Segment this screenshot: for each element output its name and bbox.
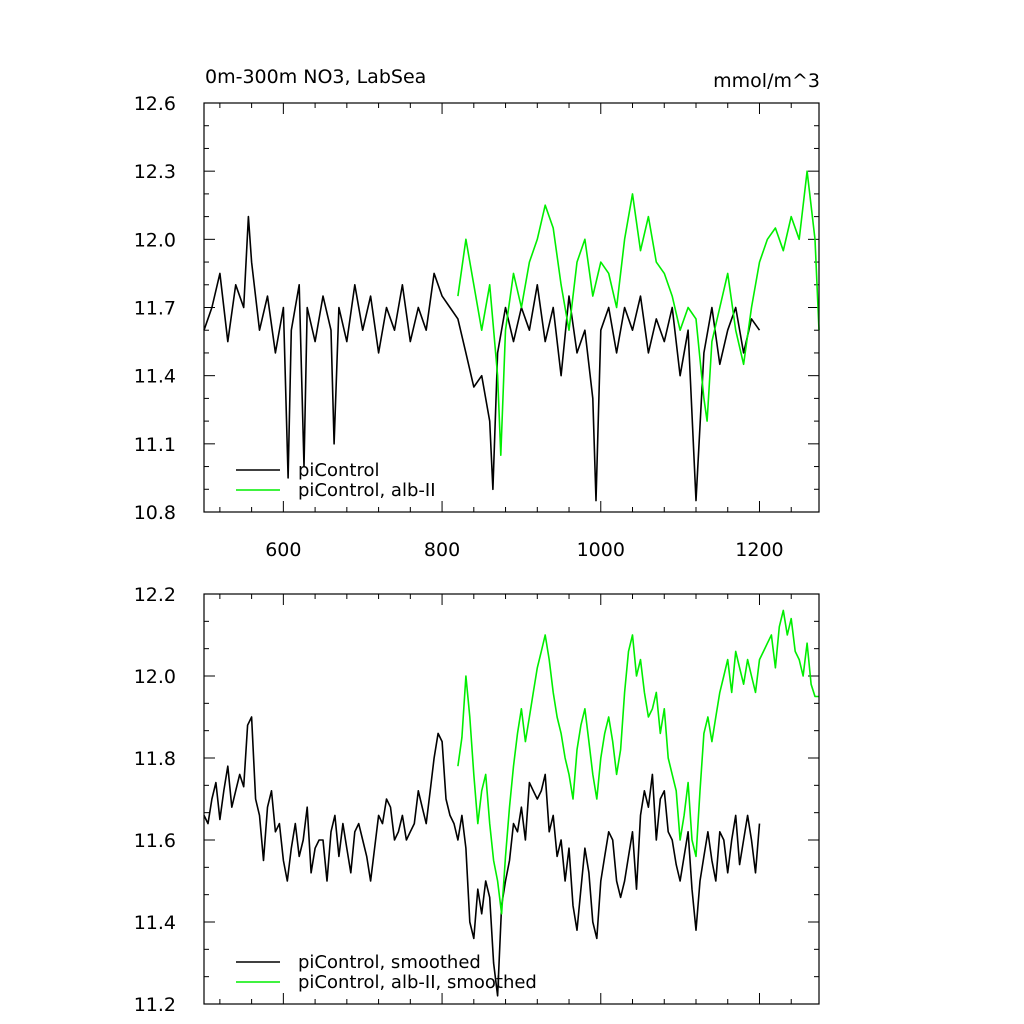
y-tick-labels: 11.2 11.4 11.6 11.8 12.0 12.2	[134, 584, 176, 1016]
y-tick-label: 12.3	[134, 161, 176, 183]
series-line-alb-ii	[457, 609, 819, 915]
legend-label: piControl	[298, 460, 380, 481]
series-lines	[203, 609, 819, 997]
y-tick-label: 11.4	[134, 366, 176, 388]
panel-title: 0m-300m NO3, LabSea	[205, 66, 426, 88]
y-tick-label: 10.8	[134, 502, 176, 524]
series-line-picontrol	[203, 215, 761, 502]
plot-frame	[203, 102, 820, 513]
y-tick-label: 12.0	[134, 229, 176, 251]
bottom-panel: 11.2 11.4 11.6 11.8 12.0 12.2 piControl, smoo…	[134, 584, 820, 1016]
axis-ticks	[204, 593, 819, 1005]
axis-ticks	[204, 102, 819, 513]
y-tick-labels: 10.8 11.1 11.4 11.7 12.0 12.3 12.6	[134, 93, 176, 524]
y-tick-label: 12.2	[134, 584, 176, 606]
legend-label: piControl, alb-II, smoothed	[298, 972, 537, 993]
y-tick-label: 11.4	[134, 912, 176, 934]
y-tick-label: 11.2	[134, 994, 176, 1016]
y-tick-label: 11.7	[134, 298, 176, 320]
plot-frame	[203, 593, 820, 1005]
y-tick-label: 11.1	[134, 434, 176, 456]
x-tick-label: 800	[424, 539, 460, 561]
x-tick-label: 1200	[735, 539, 783, 561]
x-tick-labels: 600 800 1000 1200	[265, 539, 783, 561]
y-tick-label: 12.0	[134, 666, 176, 688]
series-lines	[203, 170, 820, 502]
y-tick-label: 11.6	[134, 830, 176, 852]
y-tick-label: 11.8	[134, 748, 176, 770]
x-tick-label: 1000	[577, 539, 625, 561]
y-tick-label: 12.6	[134, 93, 176, 115]
series-line-alb-ii	[457, 170, 820, 457]
legend-label: piControl, smoothed	[298, 952, 481, 973]
units-label: mmol/m^3	[713, 70, 820, 92]
legend-label: piControl, alb-II	[298, 480, 436, 501]
x-tick-label: 600	[265, 539, 301, 561]
series-line-picontrol	[203, 716, 761, 997]
top-panel: 0m-300m NO3, LabSea mmol/m^3 10.8 11.1 11.…	[134, 66, 820, 561]
